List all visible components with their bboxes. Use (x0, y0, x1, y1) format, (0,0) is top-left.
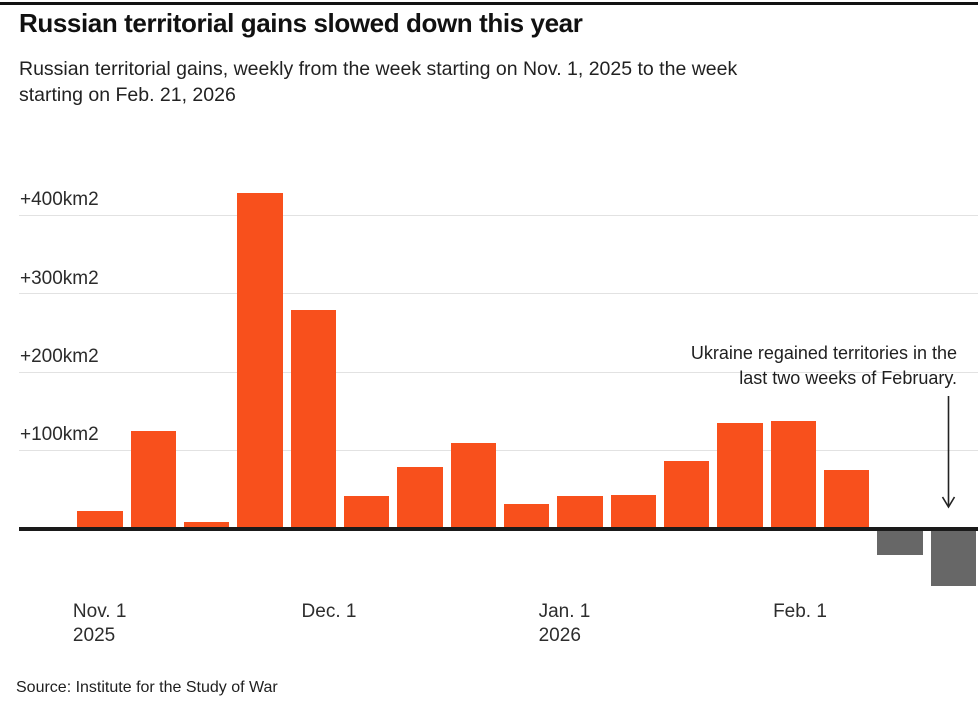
bar-week-13 (717, 422, 763, 527)
source-note: Source: Institute for the Study of War (16, 679, 278, 696)
x-axis-tick-label: Feb. 1 (773, 600, 827, 624)
chart-subtitle: Russian territorial gains, weekly from t… (19, 56, 737, 108)
gridline-100 (19, 449, 978, 451)
bar-week-5 (290, 310, 337, 527)
x-tick-year: 2025 (72, 625, 116, 646)
annotation-line-2: last two weeks of February. (739, 368, 957, 388)
x-axis-line (19, 527, 978, 531)
bar-week-7 (397, 467, 443, 527)
y-axis-tick-label: +100km2 (20, 424, 99, 446)
y-axis-tick-label: +300km2 (20, 267, 99, 289)
y-axis-tick-label: +400km2 (20, 189, 99, 211)
chart-subtitle-line-2: starting on Feb. 21, 2026 (19, 84, 236, 106)
x-axis-tick-label: Nov. 1 2025 (73, 600, 127, 648)
gridline-400 (19, 214, 978, 216)
gridline-300 (19, 293, 978, 295)
x-axis-tick-label: Dec. 1 (302, 600, 357, 624)
x-tick-month: Feb. 1 (773, 601, 827, 622)
chart-title: Russian territorial gains slowed down th… (19, 8, 583, 38)
x-tick-month: Nov. 1 (72, 601, 127, 622)
gridline-200 (19, 371, 978, 373)
bar-week-17 (930, 531, 977, 587)
y-axis-tick-label: +200km2 (20, 346, 99, 368)
x-tick-year: 2026 (538, 625, 581, 646)
bar-week-11 (610, 494, 657, 527)
down-arrow-icon (941, 396, 956, 509)
chart-subtitle-line-1: Russian territorial gains, weekly from t… (19, 58, 738, 80)
x-tick-month: Dec. 1 (301, 601, 357, 622)
bar-week-8 (450, 443, 497, 527)
bar-week-2 (130, 431, 177, 527)
bar-week-6 (344, 496, 390, 527)
x-axis-tick-label: Jan. 1 2026 (539, 600, 591, 648)
bar-week-4 (237, 192, 283, 527)
bar-week-12 (664, 461, 710, 527)
bar-week-3 (183, 522, 230, 527)
bar-week-14 (770, 421, 817, 527)
annotation-line-1: Ukraine regained territories in the (690, 343, 957, 363)
top-rule (0, 2, 978, 5)
chart-annotation: Ukraine regained territories in the last… (691, 341, 957, 391)
bar-week-15 (824, 469, 870, 527)
bar-week-9 (504, 503, 550, 527)
bar-week-16 (877, 531, 923, 555)
bar-week-10 (557, 496, 603, 527)
x-tick-month: Jan. 1 (538, 601, 591, 622)
bar-week-1 (77, 510, 123, 527)
